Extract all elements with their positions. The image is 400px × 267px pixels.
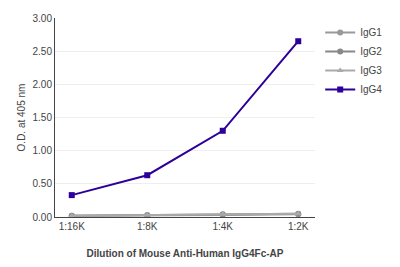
svg-text:0.00: 0.00	[33, 212, 53, 223]
svg-text:Dilution of Mouse Anti-Human I: Dilution of Mouse Anti-Human IgG4Fc-AP	[87, 248, 284, 259]
svg-text:1.50: 1.50	[33, 112, 53, 123]
svg-text:1:2K: 1:2K	[288, 221, 309, 232]
svg-text:O.D. at 405 nm: O.D. at 405 nm	[16, 84, 27, 152]
svg-text:IgG1: IgG1	[360, 27, 382, 38]
svg-text:IgG3: IgG3	[360, 65, 382, 76]
svg-text:2.50: 2.50	[33, 46, 53, 57]
svg-text:3.00: 3.00	[33, 13, 53, 24]
svg-text:IgG2: IgG2	[360, 46, 382, 57]
svg-text:1:8K: 1:8K	[137, 221, 158, 232]
svg-text:1:4K: 1:4K	[212, 221, 233, 232]
svg-text:1:16K: 1:16K	[59, 221, 85, 232]
svg-text:0.50: 0.50	[33, 178, 53, 189]
svg-text:IgG4: IgG4	[360, 84, 382, 95]
svg-text:2.00: 2.00	[33, 79, 53, 90]
svg-text:1.00: 1.00	[33, 145, 53, 156]
